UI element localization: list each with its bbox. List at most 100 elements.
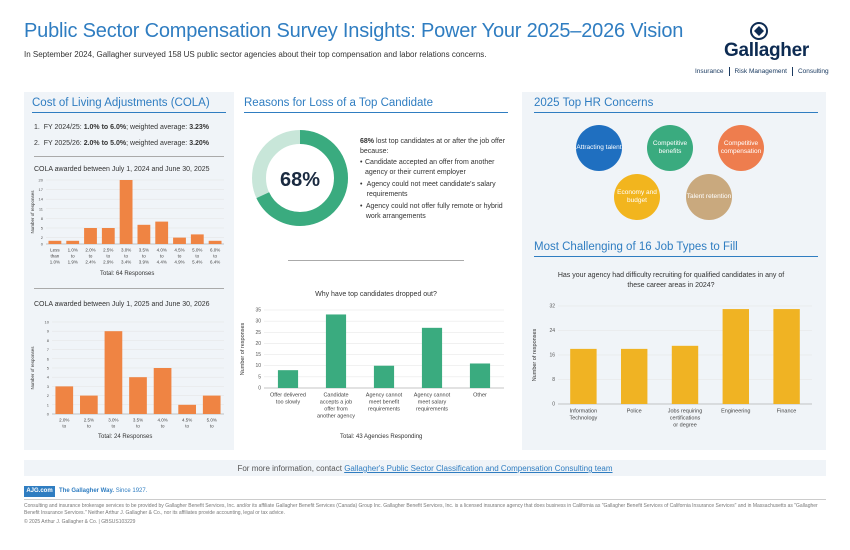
jobs-heading: Most Challenging of 16 Job Types to Fill: [534, 241, 738, 253]
cola-chart2-title: COLA awarded between July 1, 2025 and Ju…: [34, 301, 210, 308]
dropout-chart: Number of responses 0 5 10 15 20 25 30 35 Offer d…: [240, 308, 504, 420]
hr-heading: 2025 Top HR Concerns: [534, 97, 654, 109]
y-tick-label: 7: [47, 347, 50, 352]
legal-text: Consulting and insurance brokerage servi…: [24, 503, 818, 516]
x-tick-label: 2.5%: [103, 248, 113, 253]
x-tick-label: Engineering: [721, 409, 750, 415]
gallagher-way: The Gallagher Way. Since 1927.: [59, 488, 148, 494]
bar: [202, 395, 221, 414]
divider: [24, 499, 826, 500]
y-tick-label: 10: [45, 320, 50, 325]
bar: [421, 327, 443, 388]
y-tick-label: 30: [255, 319, 261, 325]
y-axis-label: Number of responses: [30, 190, 35, 234]
x-tick-label: 2.9%: [103, 260, 113, 265]
x-tick-label: 4.4%: [157, 260, 167, 265]
divider: [288, 260, 464, 261]
bubble-attracting-talent: Attracting talent: [576, 125, 622, 171]
x-tick-label: accepts a job: [320, 400, 352, 406]
y-axis-label: Number of responses: [30, 346, 35, 390]
cola-chart1-note: Total: 64 Responses: [100, 271, 155, 277]
bar: [773, 309, 800, 404]
x-tick-label: 3.5%: [133, 418, 143, 423]
x-tick-label: certifications: [670, 416, 701, 422]
x-tick-label: 4.0%: [157, 248, 167, 253]
ajg-badge[interactable]: AJG.com: [24, 486, 55, 497]
contact-link[interactable]: Gallagher's Public Sector Classification…: [344, 464, 613, 473]
bar: [101, 228, 115, 244]
cola-chart2-note: Total: 24 Responses: [98, 434, 153, 440]
link-consulting[interactable]: Consulting: [791, 67, 834, 76]
x-tick-label: 1.0%: [50, 260, 60, 265]
bar: [190, 234, 204, 244]
y-tick-label: 3: [47, 384, 50, 389]
x-tick-label: to: [71, 254, 75, 259]
donut-pct: 68%: [280, 169, 320, 191]
reasons-bullets: • Candidate accepted an offer from anothe…: [360, 159, 503, 220]
y-tick-label: 11: [39, 206, 44, 211]
y-tick-label: 15: [255, 352, 261, 358]
bar: [208, 240, 222, 244]
y-tick-label: 16: [549, 353, 555, 359]
bar: [178, 404, 196, 414]
x-tick-label: 3.9%: [139, 260, 149, 265]
x-tick-label: to: [210, 424, 214, 429]
x-tick-label: meet salary: [418, 400, 447, 406]
link-insurance[interactable]: Insurance: [695, 68, 724, 75]
x-tick-label: to: [160, 254, 164, 259]
cola-item-1: 1. FY 2024/25: 1.0% to 6.0%; weighted av…: [34, 124, 210, 131]
x-tick-label: to: [124, 254, 128, 259]
x-tick-label: 3.5%: [139, 248, 149, 253]
x-tick-label: 2.5%: [84, 418, 94, 423]
x-tick-label: 5.0%: [207, 418, 217, 423]
x-tick-label: meet benefit: [369, 400, 400, 406]
x-tick-label: to: [112, 424, 116, 429]
x-tick-label: to: [106, 254, 110, 259]
donut-chart: 68%: [252, 130, 348, 226]
cola-heading: Cost of Living Adjustments (COLA): [32, 97, 210, 109]
y-tick-label: 0: [258, 386, 261, 392]
y-tick-label: 8: [41, 216, 44, 221]
x-tick-label: 6.4%: [210, 260, 220, 265]
x-tick-label: to: [87, 424, 91, 429]
bar: [325, 314, 347, 388]
reasons-chart-title: Why have top candidates dropped out?: [315, 291, 437, 298]
y-tick-label: 5: [41, 226, 44, 231]
bar: [104, 331, 123, 414]
bar: [173, 237, 186, 244]
jobs-chart: Number of responses 0 8 16 24 32 InformationTe…: [532, 304, 812, 429]
x-tick-label: 2.9%: [84, 430, 94, 431]
x-tick-label: 3.4%: [108, 430, 118, 431]
donut-arc: [252, 130, 348, 226]
x-tick-label: than: [51, 254, 60, 259]
jobs-chart-title: Has your agency had difficulty recruitin…: [557, 272, 785, 289]
y-tick-label: 9: [47, 329, 50, 334]
y-tick-label: 32: [549, 304, 555, 310]
link-risk-management[interactable]: Risk Management: [728, 67, 792, 76]
bubble-competitive-compensation: Competitive compensation: [718, 125, 764, 171]
y-tick-label: 8: [552, 377, 555, 383]
x-tick-label: Candidate: [323, 393, 348, 399]
bar: [119, 180, 133, 244]
x-tick-label: to: [62, 424, 66, 429]
x-tick-label: Other: [473, 393, 487, 399]
x-tick-label: 3.0%: [121, 248, 131, 253]
bar: [48, 240, 62, 244]
y-tick-label: 14: [39, 197, 44, 202]
x-tick-label: too slowly: [276, 400, 300, 406]
header-links: Insurance Risk Management Consulting: [695, 67, 834, 76]
x-tick-label: or degree: [673, 423, 697, 429]
x-tick-label: 4.5%: [182, 418, 192, 423]
hr-rule: [534, 112, 818, 113]
jobs-rule: [534, 256, 818, 257]
bar: [155, 221, 169, 244]
x-tick-label: to: [142, 254, 146, 259]
x-tick-label: 4.9%: [182, 430, 192, 431]
page-subtitle: In September 2024, Gallagher surveyed 15…: [24, 50, 487, 59]
x-tick-label: to: [161, 424, 165, 429]
x-tick-label: Technology: [569, 416, 597, 422]
bar: [373, 365, 395, 388]
x-tick-label: requirements: [416, 407, 448, 413]
x-tick-label: 3.0%: [108, 418, 118, 423]
bubble-talent-retention: Talent retention: [686, 174, 732, 220]
